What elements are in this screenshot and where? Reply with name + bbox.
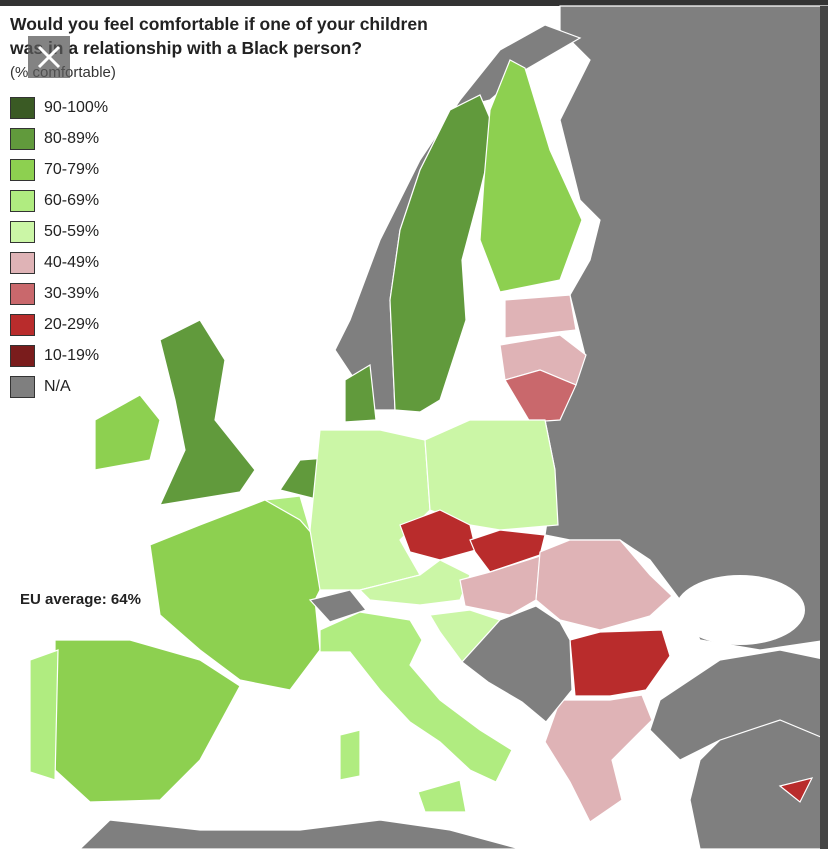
close-icon bbox=[37, 45, 61, 69]
country bbox=[569, 629, 671, 697]
legend-label: 40-49% bbox=[44, 253, 100, 271]
legend-label: 90-100% bbox=[44, 98, 109, 116]
country bbox=[504, 369, 577, 423]
legend-item: 40-49% bbox=[10, 247, 108, 278]
legend-swatch bbox=[10, 313, 35, 336]
country bbox=[29, 649, 59, 781]
land-na bbox=[461, 605, 573, 723]
legend-label: 20-29% bbox=[44, 315, 100, 333]
legend-item: 80-89% bbox=[10, 123, 108, 154]
country bbox=[344, 364, 377, 423]
legend-label: 50-59% bbox=[44, 222, 100, 240]
legend-swatch bbox=[10, 189, 35, 212]
legend-label: 10-19% bbox=[44, 346, 100, 364]
legend-swatch bbox=[10, 220, 35, 243]
legend-item: N/A bbox=[10, 371, 108, 402]
legend-label: 70-79% bbox=[44, 160, 100, 178]
country bbox=[417, 779, 467, 813]
country bbox=[544, 694, 653, 823]
legend-swatch bbox=[10, 344, 35, 367]
country bbox=[309, 429, 431, 591]
legend-item: 20-29% bbox=[10, 309, 108, 340]
legend-item: 50-59% bbox=[10, 216, 108, 247]
country bbox=[389, 94, 496, 413]
country bbox=[339, 729, 361, 781]
legend-label: 30-39% bbox=[44, 284, 100, 302]
legend-swatch bbox=[10, 96, 35, 119]
legend-label: 60-69% bbox=[44, 191, 100, 209]
country bbox=[504, 294, 577, 339]
legend-item: 60-69% bbox=[10, 185, 108, 216]
country bbox=[479, 59, 583, 293]
legend-item: 70-79% bbox=[10, 154, 108, 185]
annotation: EU average: 64% bbox=[20, 591, 141, 608]
country bbox=[94, 394, 161, 471]
country bbox=[158, 319, 256, 506]
legend-item: 30-39% bbox=[10, 278, 108, 309]
land-na bbox=[79, 819, 521, 849]
legend-swatch bbox=[10, 375, 35, 398]
legend: 90-100% 80-89% 70-79% 60-69% 50-59% 40-49% 30-… bbox=[10, 92, 108, 402]
side-bar bbox=[820, 6, 828, 849]
land-na bbox=[308, 589, 368, 623]
country bbox=[54, 639, 241, 803]
top-bar bbox=[0, 0, 828, 6]
land-na bbox=[649, 649, 828, 761]
country bbox=[778, 777, 814, 803]
country bbox=[319, 611, 513, 783]
legend-item: 90-100% bbox=[10, 92, 108, 123]
legend-swatch bbox=[10, 158, 35, 181]
legend-item: 10-19% bbox=[10, 340, 108, 371]
title: Would you feel comfortable if one of you… bbox=[10, 14, 428, 58]
country bbox=[149, 499, 336, 691]
legend-swatch bbox=[10, 282, 35, 305]
legend-label: 80-89% bbox=[44, 129, 100, 147]
close-button[interactable] bbox=[28, 36, 70, 78]
legend-swatch bbox=[10, 251, 35, 274]
legend-swatch bbox=[10, 127, 35, 150]
sea bbox=[675, 575, 805, 645]
legend-label: N/A bbox=[44, 377, 71, 395]
country bbox=[535, 539, 673, 631]
